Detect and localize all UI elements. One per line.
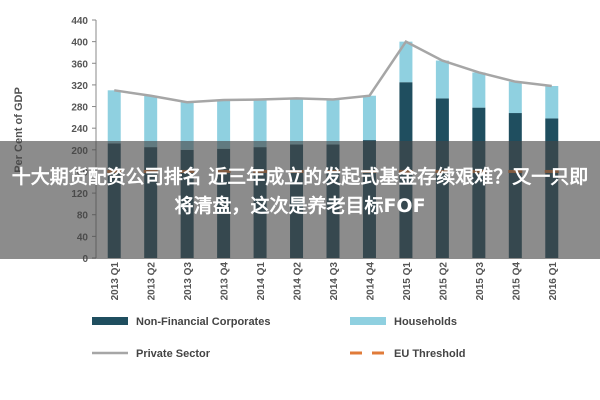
legend-swatch	[350, 317, 386, 325]
line-private-sector	[114, 40, 552, 104]
y-tick-label: 280	[71, 103, 88, 114]
x-tick-label: 2014 Q2	[293, 262, 304, 301]
x-tick-label: 2016 Q1	[548, 262, 559, 301]
legend-label: Non-Financial Corporates	[136, 316, 270, 328]
y-tick-label: 0	[82, 254, 88, 265]
bar-households	[107, 90, 121, 144]
x-tick-label: 2015 Q4	[511, 262, 522, 301]
x-tick-label: 2015 Q3	[475, 262, 486, 301]
y-tick-label: 240	[71, 124, 88, 135]
legend-label: Private Sector	[136, 348, 211, 360]
bar-households	[144, 95, 158, 148]
x-tick-label: 2013 Q3	[183, 262, 194, 301]
x-tick-label: 2015 Q2	[438, 262, 449, 301]
bar-households	[253, 99, 267, 148]
bar-households	[362, 95, 376, 141]
x-ticks: 2013 Q1 2013 Q2 2013 Q3 2013 Q4 2014 Q1 2014 …	[110, 262, 559, 301]
bar-households	[290, 98, 304, 145]
legend-swatch	[92, 317, 128, 325]
x-tick-label: 2014 Q3	[329, 262, 340, 301]
x-tick-label: 2013 Q4	[220, 262, 231, 301]
bar-households	[508, 81, 522, 114]
x-tick-label: 2014 Q4	[365, 262, 376, 301]
x-tick-label: 2014 Q1	[256, 262, 267, 301]
y-tick-label: 360	[71, 59, 88, 70]
y-tick-label: 320	[71, 81, 88, 92]
x-tick-label: 2013 Q1	[110, 262, 121, 301]
y-tick-label: 440	[71, 16, 88, 27]
bar-households	[180, 102, 194, 150]
bar-households	[399, 41, 413, 83]
legend: Non-Financial Corporates Households Privat…	[92, 316, 466, 360]
bar-households	[326, 99, 340, 145]
bar-households	[545, 85, 559, 119]
bar-households	[217, 100, 231, 149]
x-tick-label: 2015 Q1	[402, 262, 413, 301]
bar-households	[435, 60, 449, 99]
y-tick-label: 400	[71, 38, 88, 49]
bar-households	[472, 72, 486, 108]
overlay-banner: 十大期货配资公司排名 近三年成立的发起式基金存续艰难？又一只即将清盘，这次是养老…	[0, 141, 600, 259]
legend-label: Households	[394, 316, 457, 328]
legend-label: EU Threshold	[394, 348, 466, 360]
x-tick-label: 2013 Q2	[147, 262, 158, 301]
